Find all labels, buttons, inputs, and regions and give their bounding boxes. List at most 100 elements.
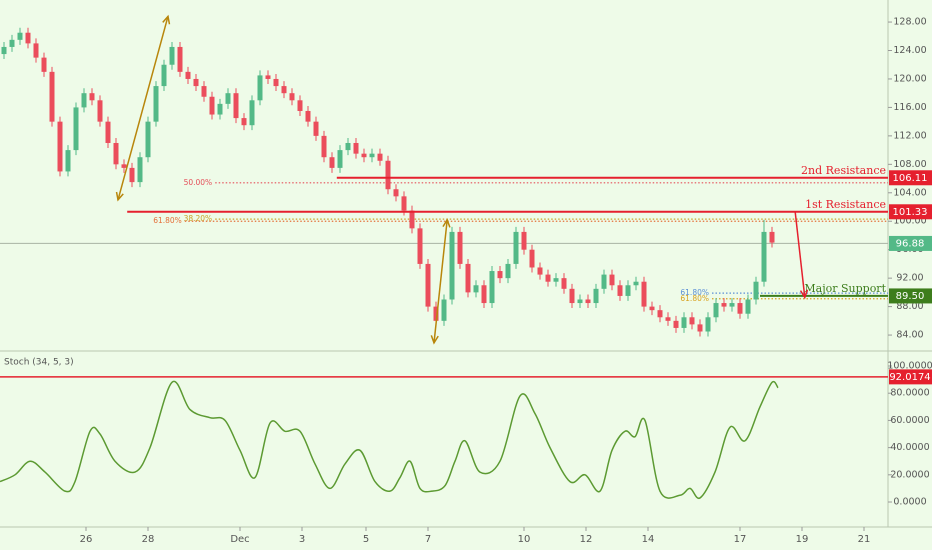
fib-level-label: 50.00% <box>184 178 213 187</box>
candle-body <box>241 118 247 126</box>
candle-body <box>65 150 71 172</box>
candle-body <box>457 231 463 264</box>
candle-body <box>9 39 15 47</box>
candle-body <box>545 274 551 282</box>
candle-body <box>121 164 127 168</box>
x-tick-label: 5 <box>363 534 369 545</box>
candle-body <box>289 93 295 101</box>
candle-body <box>257 75 263 101</box>
arrow-head <box>799 289 809 300</box>
candle-body <box>137 157 143 183</box>
candle-body <box>305 110 311 122</box>
candle-body <box>41 57 47 72</box>
x-tick-label: 3 <box>299 534 305 545</box>
candle-body <box>489 271 495 304</box>
candle-body <box>393 189 399 197</box>
fib-level-label: 61.80% <box>680 294 709 303</box>
candle-body <box>737 303 743 314</box>
y-tick-label: 84.00 <box>896 330 923 341</box>
x-tick-label: 7 <box>425 534 431 545</box>
y-tick-label: 100.00 <box>893 216 926 227</box>
fib-level-label: 61.80% <box>153 216 182 225</box>
candle-body <box>657 310 663 318</box>
candle-body <box>273 78 279 87</box>
arrow <box>794 211 806 298</box>
level-name: 1st Resistance <box>805 198 886 211</box>
candle-body <box>345 142 351 151</box>
candle-body <box>665 317 671 321</box>
candle-body <box>329 157 335 168</box>
candle-body <box>153 86 159 122</box>
x-tick-label: 14 <box>642 534 655 545</box>
fib-level-label: 38.20% <box>184 214 213 223</box>
candle-body <box>361 153 367 158</box>
y-tick-label: 104.00 <box>893 187 926 198</box>
candle-body <box>553 278 559 282</box>
arrow <box>117 16 169 201</box>
candle-body <box>17 32 23 40</box>
candle-body <box>201 86 207 97</box>
candle-body <box>705 317 711 332</box>
fib-level-label: 61.80% <box>680 288 709 297</box>
price-box <box>889 170 932 186</box>
candle-body <box>745 299 751 314</box>
y-tick-label: 40.0000 <box>890 442 929 453</box>
candle-body <box>689 317 695 325</box>
candle-body <box>521 231 527 250</box>
x-tick-label: 17 <box>734 534 747 545</box>
candle-body <box>113 142 119 165</box>
candle-body <box>33 43 39 58</box>
price-box <box>889 235 932 251</box>
candle-body <box>481 285 487 304</box>
level-name: Major Support <box>804 282 886 295</box>
candle-body <box>401 196 407 211</box>
candle-body <box>761 231 767 282</box>
arrow-head <box>115 191 124 202</box>
candle-body <box>89 93 95 101</box>
candle-body <box>193 78 199 87</box>
y-tick-label: 100.0000 <box>887 361 932 372</box>
candle-body <box>57 121 63 172</box>
candle-body <box>537 267 543 275</box>
candle-body <box>609 274 615 286</box>
price-box <box>889 369 932 385</box>
candle-body <box>281 86 287 94</box>
stoch-line <box>0 380 779 500</box>
candle-body <box>161 64 167 87</box>
x-tick-label: 28 <box>142 534 155 545</box>
x-tick-label: Dec <box>230 534 249 545</box>
candle-body <box>561 278 567 289</box>
y-tick-label: 92.00 <box>896 273 923 284</box>
candle-body <box>297 100 303 111</box>
candle-body <box>433 306 439 321</box>
candle-body <box>377 153 383 161</box>
candle-body <box>25 32 31 44</box>
x-tick-label: 12 <box>580 534 593 545</box>
candle-body <box>73 107 79 151</box>
candle-body <box>417 228 423 264</box>
candle-body <box>721 303 727 307</box>
candle-body <box>585 299 591 304</box>
y-tick-label: 0.0000 <box>893 497 926 508</box>
arrow-head <box>430 335 439 345</box>
candle-body <box>337 150 343 168</box>
candle-body <box>105 121 111 143</box>
candle-body <box>185 71 191 79</box>
y-tick-label: 116.00 <box>893 102 926 113</box>
candle-body <box>729 303 735 307</box>
candle-body <box>265 75 271 79</box>
candle-body <box>97 100 103 122</box>
x-tick-label: 10 <box>518 534 531 545</box>
candle-body <box>617 285 623 296</box>
price-box-label: 89.50 <box>896 291 925 302</box>
y-tick-label: 60.0000 <box>890 415 929 426</box>
x-tick-label: 21 <box>858 534 871 545</box>
level-name: 2nd Resistance <box>801 164 886 177</box>
y-tick-label: 20.0000 <box>890 469 929 480</box>
arrow-head <box>162 14 171 25</box>
candle-body <box>249 100 255 126</box>
price-box-label: 101.33 <box>893 207 928 218</box>
candle-body <box>225 93 231 104</box>
candle-body <box>625 285 631 296</box>
